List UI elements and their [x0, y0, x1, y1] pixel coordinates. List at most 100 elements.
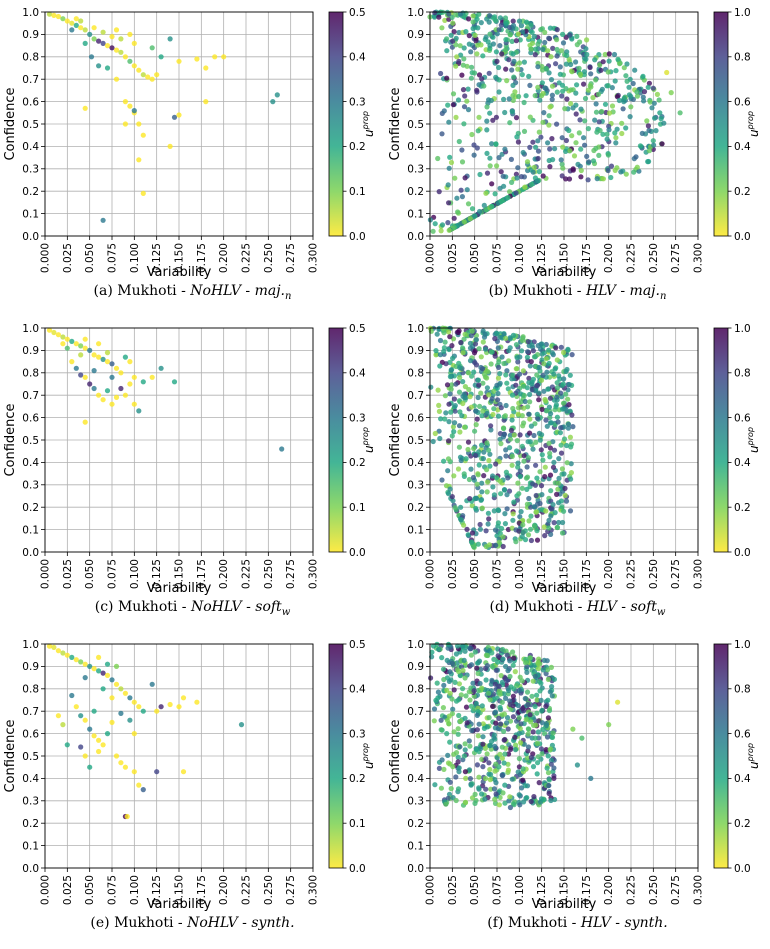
data-point	[55, 648, 62, 654]
y-tick-label: 0.0	[407, 547, 424, 559]
data-point	[503, 469, 509, 475]
data-point	[452, 175, 458, 181]
data-point	[471, 369, 477, 375]
data-point	[623, 171, 629, 177]
data-point	[599, 108, 605, 115]
data-point	[484, 127, 490, 133]
y-tick-label: 0.4	[22, 773, 39, 785]
data-point	[566, 381, 572, 388]
x-tick-label: 0.050	[84, 559, 96, 589]
data-point	[558, 157, 564, 163]
data-point	[609, 103, 616, 109]
y-tick-label: 0.2	[407, 186, 424, 198]
y-tick-label: 0.7	[407, 706, 424, 718]
data-point	[453, 774, 459, 780]
data-point	[506, 96, 512, 102]
data-point	[443, 801, 449, 807]
data-point	[505, 761, 511, 767]
data-point	[606, 127, 612, 133]
data-point	[460, 686, 466, 692]
data-point	[511, 802, 517, 808]
data-point	[536, 397, 542, 403]
data-point	[270, 99, 276, 105]
data-point	[441, 330, 447, 336]
data-point	[517, 371, 523, 377]
colorbar-tick-label: 0.6	[734, 412, 751, 424]
data-point	[582, 118, 588, 124]
x-tick-label: 0.300	[693, 875, 705, 905]
data-point	[563, 368, 569, 375]
data-point	[539, 63, 545, 70]
data-point	[486, 457, 492, 464]
data-point	[554, 491, 560, 497]
y-tick-label: 0.4	[407, 773, 424, 785]
data-point	[567, 148, 573, 154]
data-point	[484, 440, 490, 446]
data-point	[485, 369, 491, 375]
data-point	[570, 726, 576, 732]
data-point	[569, 352, 575, 358]
data-point	[559, 82, 566, 88]
data-point	[535, 754, 541, 760]
data-point	[69, 338, 75, 344]
data-point	[136, 782, 142, 788]
data-point	[554, 394, 560, 400]
colorbar-tick-label: 0.6	[734, 728, 751, 740]
data-point	[449, 696, 455, 702]
data-point	[493, 141, 499, 147]
y-tick-label: 0.9	[407, 29, 424, 41]
data-point	[539, 406, 545, 412]
colorbar	[713, 327, 729, 553]
data-point	[513, 683, 520, 689]
data-point	[437, 337, 444, 344]
x-tick-label: 0.225	[241, 875, 253, 905]
data-point	[507, 436, 513, 442]
panel-caption: (f) Mukhoti - HLV - synth.	[487, 915, 668, 931]
data-point	[87, 31, 93, 37]
data-point	[574, 82, 580, 88]
data-point	[447, 334, 453, 340]
data-point	[557, 64, 563, 70]
data-point	[451, 215, 457, 221]
data-point	[509, 413, 515, 419]
data-point	[489, 203, 495, 210]
data-point	[469, 539, 475, 545]
data-point	[438, 727, 444, 733]
data-point	[623, 125, 629, 131]
data-point	[445, 760, 452, 766]
x-tick-label: 0.225	[626, 559, 638, 589]
data-point	[654, 91, 660, 97]
x-tick-label: 0.025	[447, 875, 459, 905]
data-point	[503, 20, 509, 26]
data-point	[506, 57, 512, 63]
data-point	[476, 658, 483, 664]
data-point	[596, 152, 602, 158]
data-point	[593, 101, 599, 107]
data-point	[520, 29, 526, 35]
data-point	[570, 167, 576, 173]
data-point	[530, 348, 536, 354]
data-point	[452, 408, 458, 414]
data-point	[458, 517, 464, 523]
data-point	[451, 429, 457, 435]
data-point	[615, 56, 621, 63]
data-point	[73, 704, 79, 710]
data-point	[474, 51, 480, 57]
y-tick-label: 0.4	[407, 457, 424, 469]
x-tick-label: 0.050	[469, 559, 481, 589]
data-point	[556, 519, 562, 526]
data-point	[545, 770, 552, 776]
y-tick-label: 0.1	[22, 840, 39, 852]
data-point	[442, 393, 448, 399]
data-point	[649, 105, 655, 111]
data-point	[203, 99, 209, 105]
data-point	[473, 422, 479, 428]
y-tick-label: 0.8	[22, 368, 39, 380]
data-point	[467, 358, 474, 364]
data-point	[487, 451, 493, 457]
x-tick-label: 0.225	[626, 875, 638, 905]
data-point	[479, 366, 486, 372]
data-point	[473, 747, 480, 753]
colorbar	[328, 643, 344, 869]
x-tick-label: 0.200	[218, 875, 230, 905]
